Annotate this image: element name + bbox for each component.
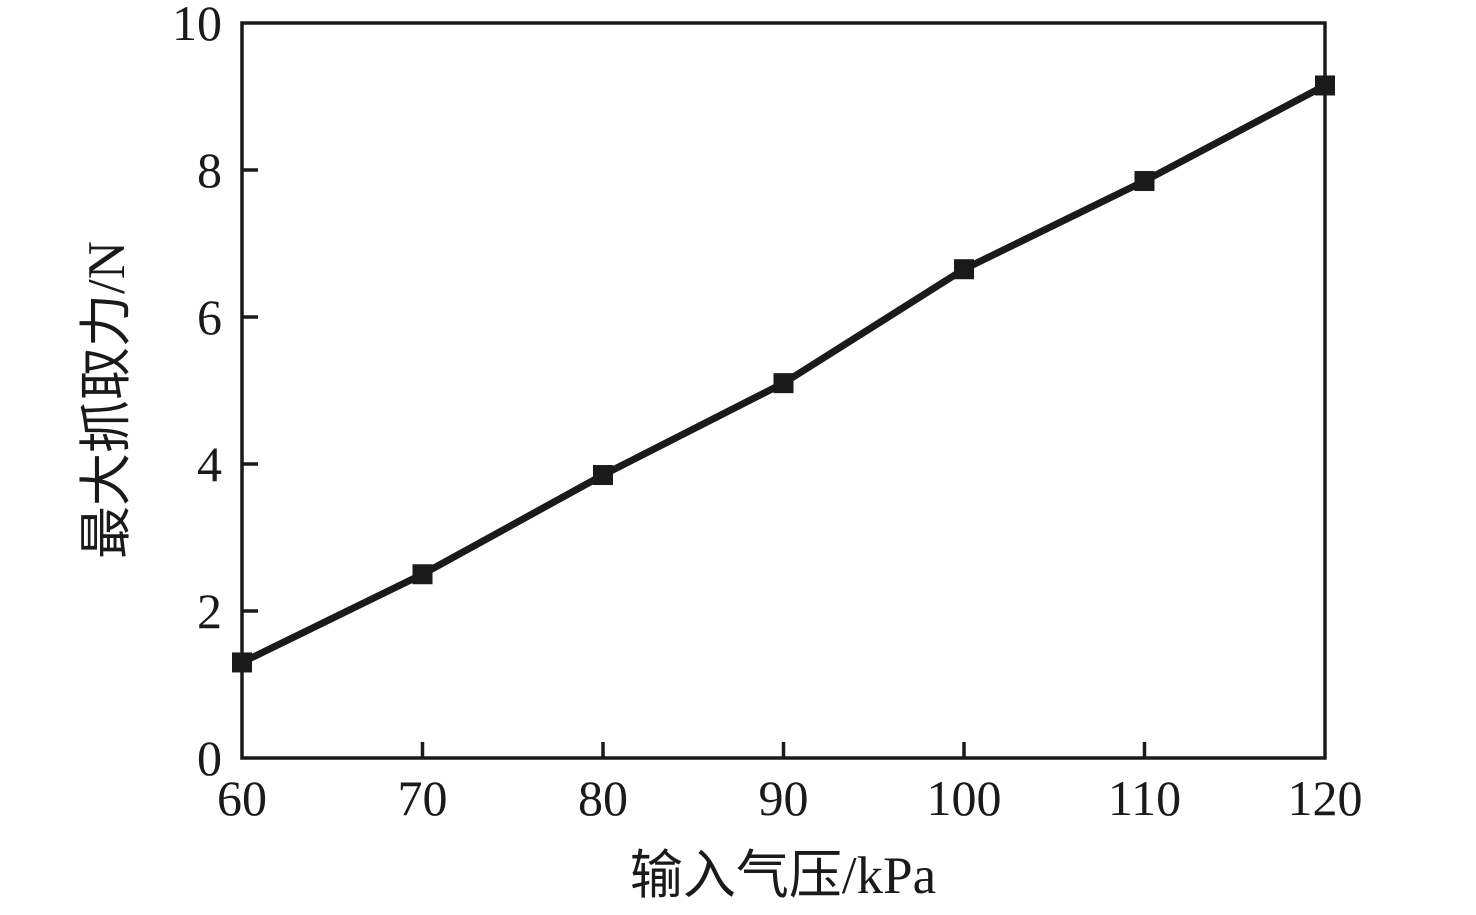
y-axis-title: 最大抓取力/N (78, 241, 136, 559)
x-tick-label: 80 (578, 770, 628, 826)
data-point-marker (232, 652, 252, 673)
y-tick-label: 8 (197, 142, 222, 198)
data-point-marker (954, 259, 974, 280)
data-point-marker (593, 465, 613, 486)
y-tick-label: 10 (172, 0, 222, 51)
y-tick-label: 4 (197, 436, 222, 492)
y-tick-label: 0 (197, 730, 222, 786)
y-tick-label: 2 (197, 583, 222, 639)
x-tick-label: 90 (759, 770, 809, 826)
data-point-marker (1134, 171, 1155, 192)
data-point-marker (773, 373, 794, 394)
x-tick-label: 70 (398, 770, 448, 826)
x-tick-label: 110 (1108, 770, 1181, 826)
x-tick-label: 100 (927, 770, 1002, 826)
x-tick-label: 120 (1288, 770, 1363, 826)
data-point-marker (1315, 75, 1335, 96)
x-axis-title: 输入气压/kPa (630, 847, 936, 905)
y-tick-label: 6 (197, 289, 222, 345)
x-tick-label: 60 (217, 770, 267, 826)
data-point-marker (412, 564, 433, 585)
